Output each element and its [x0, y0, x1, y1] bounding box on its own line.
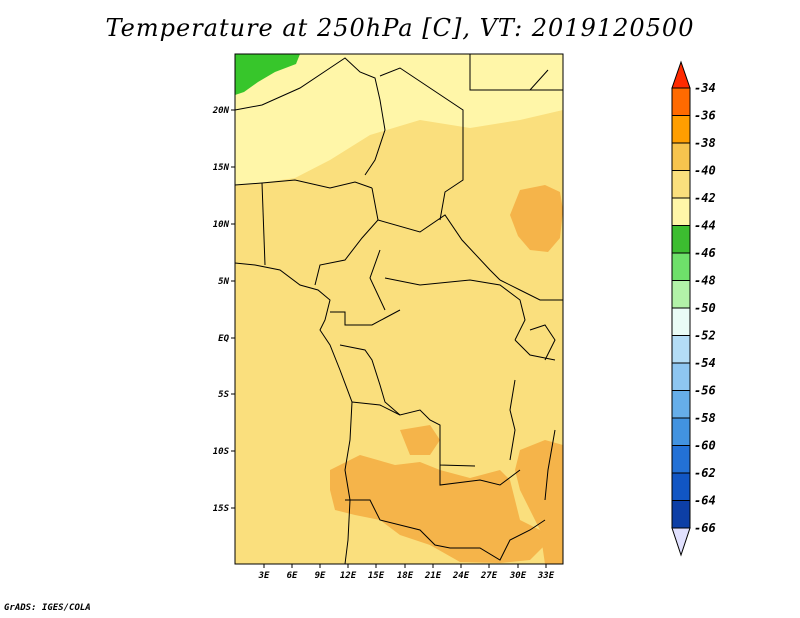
colorbar-label: -34: [694, 81, 716, 95]
colorbar-box: [671, 252, 691, 281]
lat-label: 10S: [213, 447, 230, 457]
colorbar-box: [671, 115, 691, 144]
lon-label: 6E: [287, 571, 298, 581]
colorbar-label: -66: [694, 521, 716, 535]
region-orange-se: [515, 440, 563, 564]
lon-label: 30E: [509, 571, 527, 581]
country-borders: [234, 53, 563, 565]
colorbar-label: -44: [694, 219, 716, 233]
colorbar-label: -46: [694, 246, 716, 260]
colorbar-box: [671, 472, 691, 501]
colorbar-label: -64: [694, 494, 716, 508]
lat-label: 5S: [218, 390, 229, 400]
latitude-axis: 20N 15N 10N 5N EQ 5S 10S 15S: [212, 106, 235, 514]
region-orange-angola: [400, 425, 440, 455]
region-orange-south: [330, 455, 545, 563]
colorbar-label: -54: [694, 356, 716, 370]
lat-label: 10N: [213, 220, 230, 230]
lon-label: 3E: [258, 571, 270, 581]
colorbar-box: [671, 225, 691, 254]
lat-label: 15S: [213, 504, 230, 514]
colorbar-box: [671, 87, 691, 116]
colorbar-label: -56: [694, 384, 716, 398]
lat-label: 15N: [213, 163, 230, 173]
lon-label: 24E: [452, 571, 470, 581]
map-frame: [234, 53, 564, 565]
colorbar-box: [671, 445, 691, 474]
colorbar-box: [671, 142, 691, 171]
colorbar-label: -60: [694, 439, 716, 453]
region-bright-green: [235, 54, 300, 95]
chart-title: Temperature at 250hPa [C], VT: 201912050…: [105, 14, 695, 42]
colorbar-box: [671, 197, 691, 226]
lon-label: 27E: [480, 571, 498, 581]
lon-label: 18E: [397, 571, 414, 581]
lon-label: 9E: [315, 571, 326, 581]
colorbar-bottom-arrow: [671, 527, 691, 557]
colorbar-box: [671, 500, 691, 529]
colorbar-top-arrow: [671, 60, 691, 89]
colorbar-label: -50: [694, 301, 716, 315]
colorbar-label: -58: [694, 411, 716, 425]
colorbar-box: [671, 417, 691, 446]
lat-label: EQ: [218, 334, 229, 344]
lon-label: 21E: [424, 571, 442, 581]
grads-credit: GrADS: IGES/COLA: [4, 603, 91, 613]
colorbar-label: -62: [694, 466, 716, 480]
colorbar-label: -52: [694, 329, 716, 343]
region-orange-ne: [510, 185, 563, 252]
lon-label: 15E: [368, 571, 385, 581]
colorbar-box: [671, 390, 691, 419]
colorbar-box: [671, 280, 691, 309]
colorbar-label: -40: [694, 164, 716, 178]
lat-label: 5N: [218, 277, 229, 287]
lon-label: 33E: [537, 571, 555, 581]
colorbar: -34 -36 -38 -40 -42 -44 -46 -48 -50 -52 -54 -56 -58 -…: [671, 60, 716, 557]
colorbar-box: [671, 362, 691, 391]
colorbar-box: [671, 335, 691, 364]
colorbar-label: -42: [694, 191, 716, 205]
lat-label: 20N: [212, 106, 230, 116]
colorbar-box: [671, 170, 691, 199]
colorbar-label: -48: [694, 274, 716, 288]
region-light-yellow-north: [235, 54, 563, 185]
longitude-axis: 3E 6E 9E 12E 15E 18E 21E 24E 27E 30E 33E: [258, 564, 555, 581]
colorbar-box: [671, 307, 691, 336]
colorbar-label: -38: [694, 136, 716, 150]
colorbar-label: -36: [694, 109, 716, 123]
lon-label: 12E: [340, 571, 357, 581]
